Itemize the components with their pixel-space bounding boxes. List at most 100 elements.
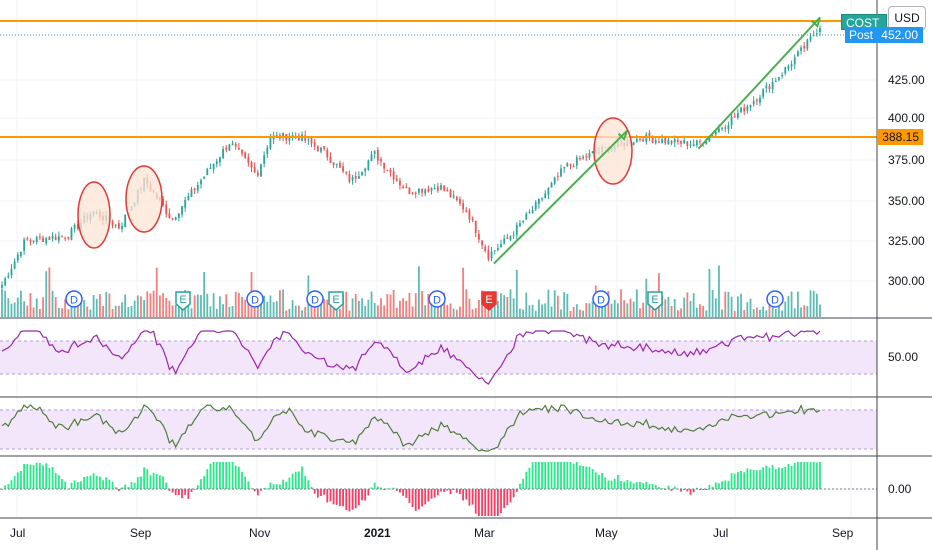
highlight-ellipse-1[interactable] — [77, 181, 111, 249]
volume-bar — [503, 295, 506, 317]
volume-bar — [301, 310, 303, 317]
histogram-pane[interactable] — [0, 462, 877, 516]
histogram-bar — [692, 489, 695, 493]
event-marker-dividend[interactable]: D — [766, 290, 784, 308]
candle-body — [177, 213, 180, 218]
price-axis[interactable]: 425.00 400.00 375.00 350.00 325.00 300.0… — [888, 73, 925, 496]
candle-body — [534, 202, 537, 210]
event-marker-earnings[interactable]: E — [328, 291, 344, 311]
volume-bar — [692, 293, 695, 317]
histogram-bar — [503, 489, 506, 509]
histogram-bar — [793, 462, 796, 489]
time-axis[interactable]: Jul Sep Nov 2021 Mar May Jul Sep — [10, 526, 854, 540]
event-marker-earnings[interactable]: E — [481, 291, 497, 311]
rsi-line — [1, 330, 821, 385]
volume-bar — [547, 289, 550, 317]
volume-bar — [329, 297, 332, 317]
candle-body — [736, 113, 739, 118]
event-marker-dividend[interactable]: D — [306, 290, 324, 308]
histogram-bar — [332, 489, 335, 505]
volume-bar — [181, 303, 183, 317]
event-marker-earnings[interactable]: E — [175, 291, 191, 311]
candle-body — [228, 144, 231, 151]
trend-arrow-line[interactable] — [697, 16, 821, 150]
histogram-bar — [200, 479, 202, 489]
candle-body — [676, 140, 679, 142]
histogram-bar — [184, 489, 187, 495]
volume-bar — [661, 295, 663, 317]
candle-body — [522, 220, 525, 223]
histogram-bar — [193, 488, 196, 490]
volume-bar — [579, 309, 581, 317]
histogram-bar — [493, 489, 496, 516]
trend-arrow-line[interactable] — [493, 129, 628, 265]
volume-bar — [162, 293, 164, 317]
candle-body — [206, 169, 209, 175]
highlight-ellipse-2[interactable] — [125, 165, 163, 233]
candle-body — [247, 157, 250, 163]
currency-button[interactable]: USD — [888, 6, 926, 30]
candle-body — [219, 157, 221, 163]
price-tick: 400.00 — [888, 111, 925, 125]
time-tick: Sep — [832, 526, 854, 540]
candle-body — [354, 176, 357, 179]
volume-bar — [354, 294, 357, 317]
volume-bar — [604, 302, 607, 317]
rsi-pane[interactable] — [0, 330, 877, 385]
histogram-bar — [269, 482, 272, 489]
volume-bar — [209, 306, 212, 317]
candle-body — [579, 157, 581, 160]
candle-body — [402, 186, 405, 189]
oscillator-line — [1, 403, 821, 452]
volume-bar — [714, 298, 717, 317]
price-tick: 350.00 — [888, 194, 925, 208]
event-marker-dividend[interactable]: D — [246, 290, 264, 308]
candle-body — [310, 137, 313, 144]
histogram-bar — [124, 484, 127, 489]
histogram-bar — [522, 478, 525, 489]
event-marker-dividend[interactable]: D — [65, 290, 83, 308]
histogram-bar — [424, 489, 427, 505]
histogram-bar — [99, 476, 101, 489]
volume-bar — [512, 298, 515, 317]
candle-body — [809, 36, 812, 41]
candle-body — [433, 187, 436, 189]
histogram-bar — [345, 489, 348, 511]
trend-arrows[interactable] — [493, 16, 821, 265]
volume-bar — [389, 294, 392, 317]
histogram-bar — [203, 476, 206, 489]
candle-body — [670, 140, 673, 144]
histogram-bar — [405, 489, 408, 498]
highlight-ellipse-3[interactable] — [593, 117, 633, 185]
time-tick: Sep — [130, 526, 152, 540]
candle-body — [455, 196, 458, 201]
candle-body — [395, 178, 398, 181]
volume-bar — [443, 292, 446, 317]
candle-body — [721, 127, 723, 129]
histogram-bar — [291, 473, 294, 489]
candle-body — [421, 188, 423, 193]
event-marker-dividend[interactable]: D — [592, 290, 610, 308]
candle-body — [553, 177, 556, 184]
volume-bar — [92, 295, 95, 317]
volume-bar — [269, 295, 272, 317]
volume-bar — [323, 299, 326, 317]
svg-text:E: E — [332, 294, 339, 306]
histogram-bar — [212, 462, 215, 489]
event-marker-dividend[interactable]: D — [428, 290, 446, 308]
candle-body — [481, 240, 483, 246]
price-tick: 300.00 — [888, 274, 925, 288]
histogram-bar — [380, 487, 382, 489]
candle-body — [585, 156, 588, 158]
oscillator-pane[interactable] — [0, 403, 877, 452]
candle-body — [708, 135, 711, 142]
event-marker-earnings[interactable]: E — [647, 291, 663, 311]
candle-body — [462, 203, 465, 210]
candle-body — [740, 107, 742, 113]
histogram-bar — [86, 476, 89, 489]
candle-body — [117, 223, 120, 229]
